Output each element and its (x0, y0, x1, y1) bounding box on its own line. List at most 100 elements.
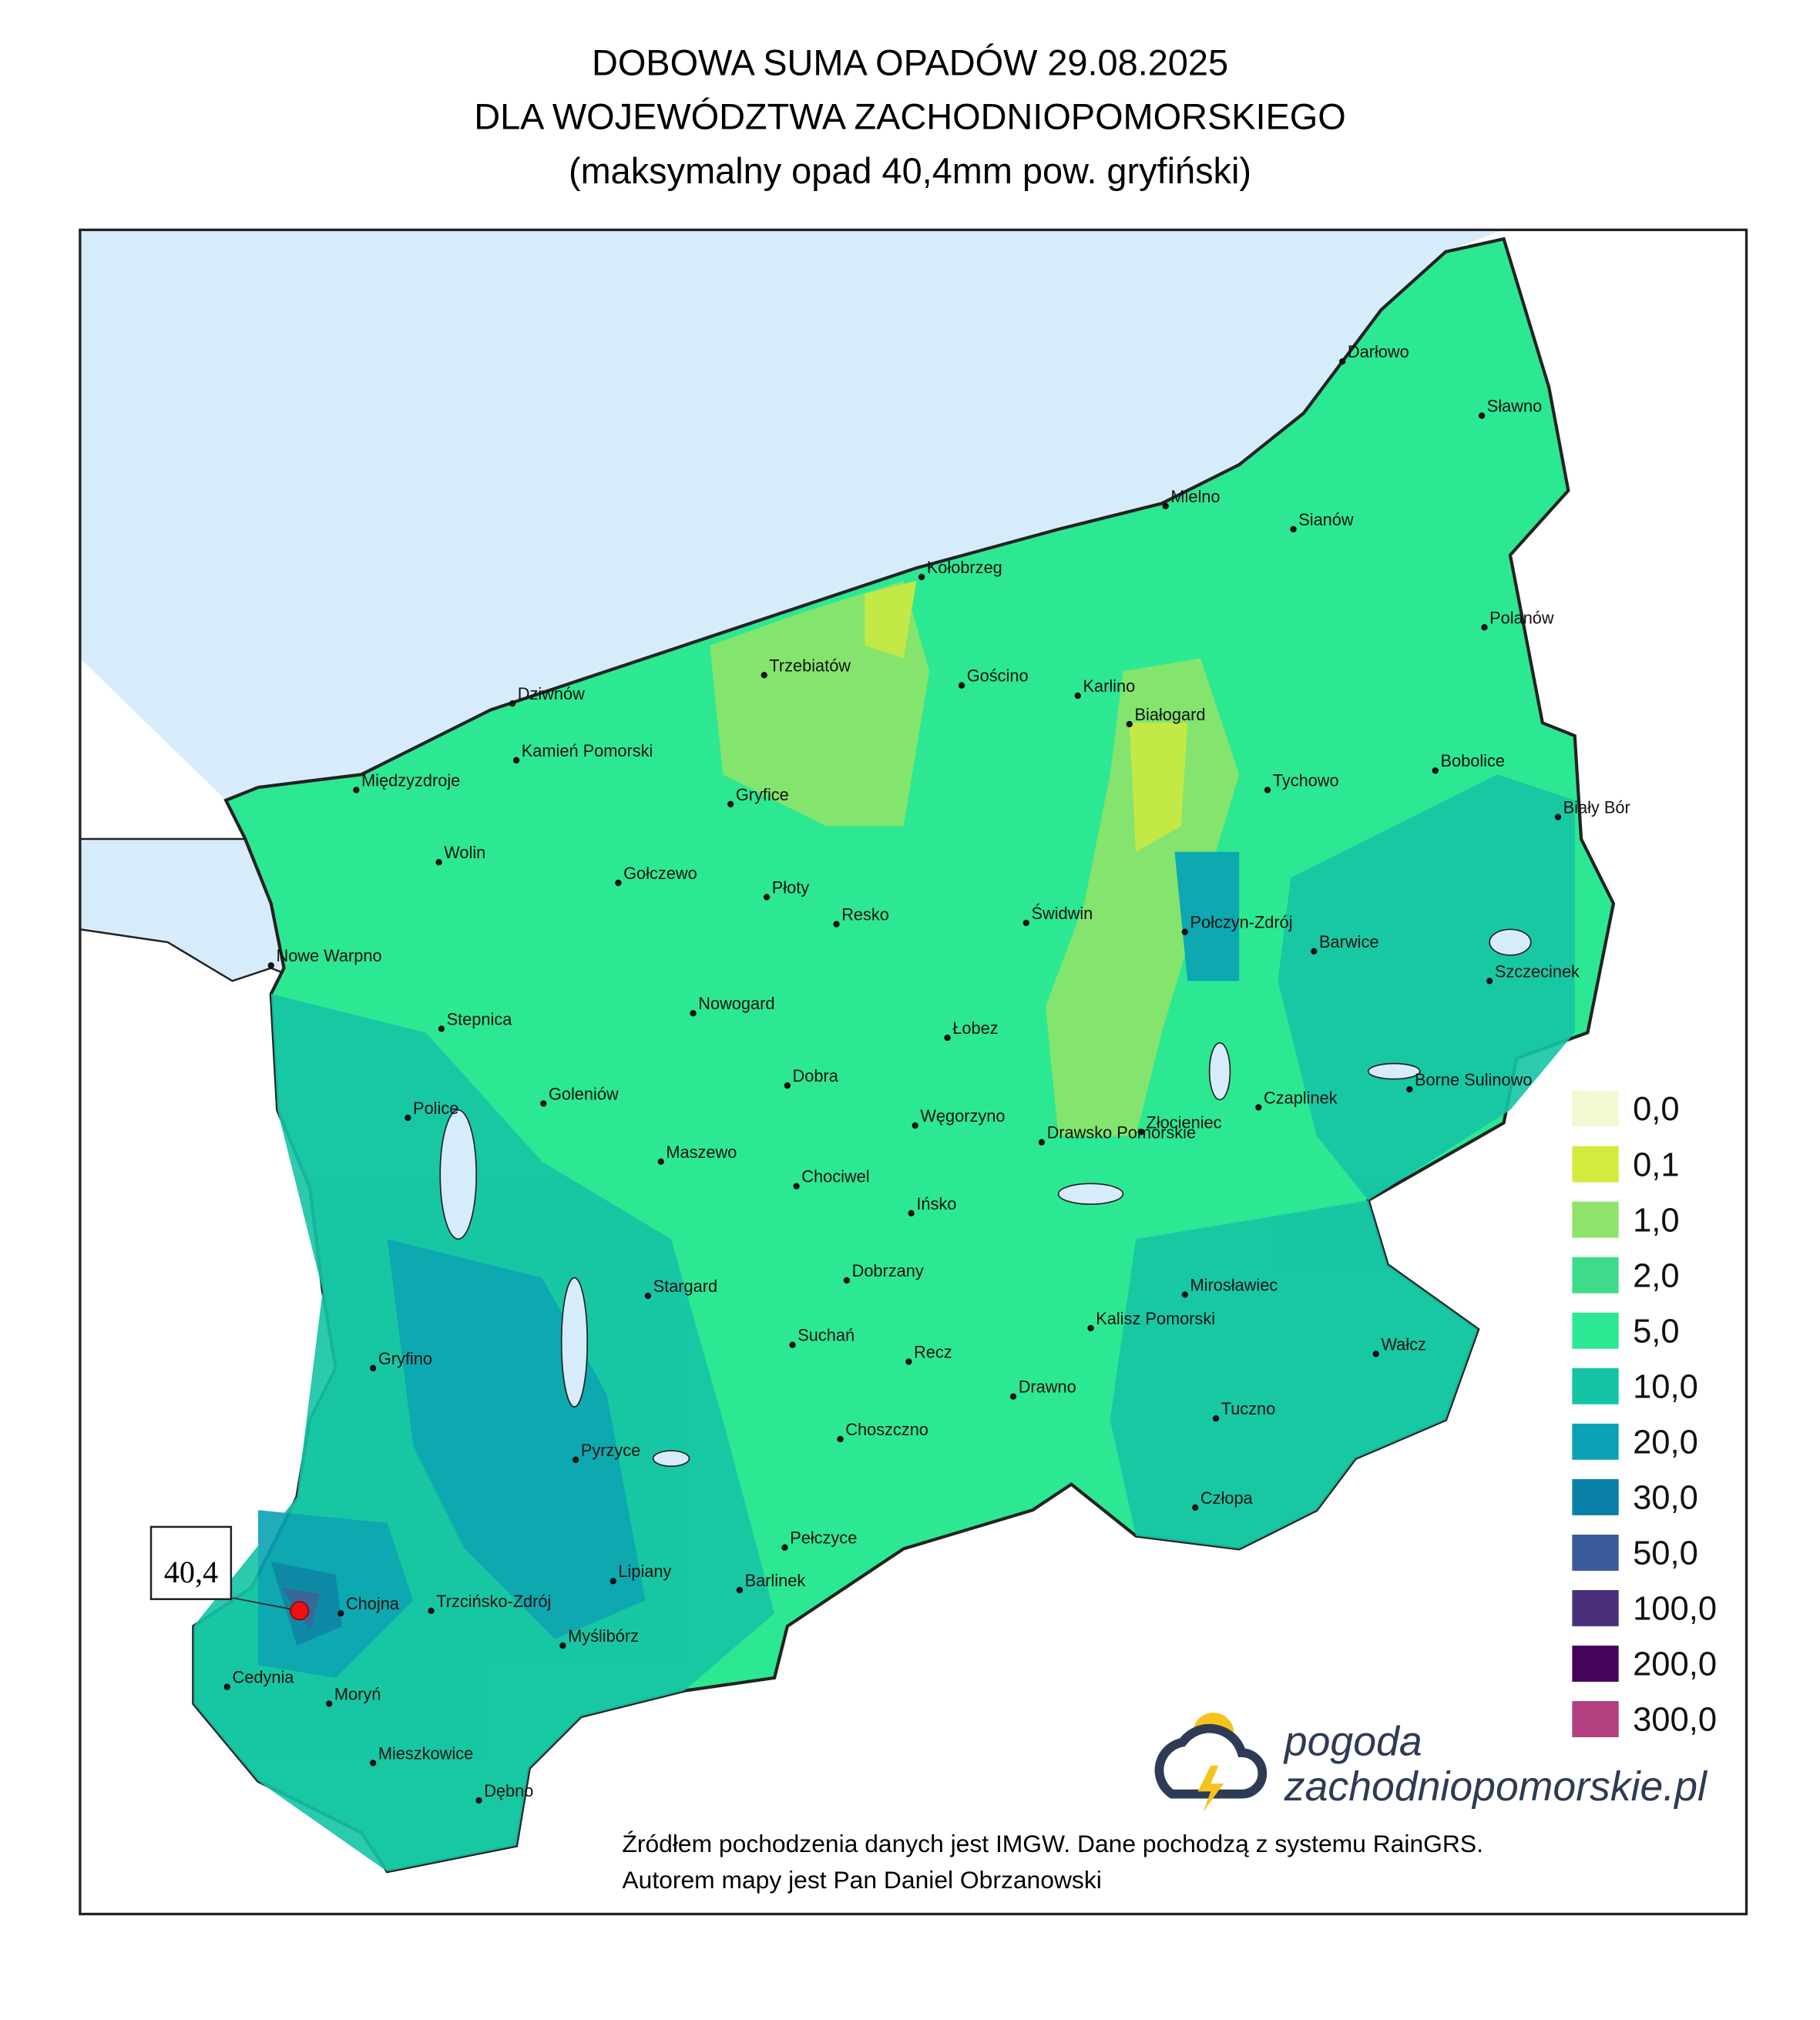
legend-label: 5,0 (1633, 1313, 1680, 1350)
title: DOBOWA SUMA OPADÓW 29.08.2025 (592, 42, 1228, 82)
city-label: Pyrzyce (581, 1441, 640, 1460)
legend-label: 0,0 (1633, 1091, 1680, 1128)
city-dot (784, 1082, 791, 1089)
legend-swatch (1572, 1146, 1619, 1183)
city-dot (369, 1760, 377, 1767)
city-label: Tychowo (1273, 770, 1339, 790)
city-label: Dziwnów (518, 684, 585, 703)
city-dot (908, 1210, 915, 1217)
city-dot (833, 921, 840, 928)
legend-swatch (1572, 1646, 1619, 1682)
logo: pogoda zachodniopomorskie.pl (1154, 1713, 1708, 1813)
city-label: Gryfice (736, 785, 789, 804)
legend-swatch (1572, 1589, 1619, 1626)
city-dot (644, 1292, 652, 1300)
city-label: Gryfino (378, 1349, 432, 1368)
city-dot (1212, 1415, 1220, 1422)
max-marker (290, 1601, 310, 1621)
city-dot (475, 1797, 482, 1804)
city-label: Drawsko Pomorskie (1047, 1123, 1197, 1143)
city-dot (435, 859, 442, 866)
city-dot (559, 1642, 566, 1649)
city-label: Chociwel (801, 1167, 869, 1186)
city-label: Goleniów (549, 1084, 619, 1103)
city-label: Trzebiatów (769, 656, 851, 675)
city-dot (761, 672, 767, 679)
city-dot (1264, 787, 1271, 794)
city-label: Biały Bór (1563, 798, 1630, 817)
logo-text: pogoda (1283, 1718, 1422, 1764)
city-label: Resko (841, 905, 889, 924)
city-label: Szczecinek (1495, 961, 1580, 981)
city-label: Barlinek (745, 1571, 806, 1590)
city-label: Nowogard (698, 994, 774, 1013)
legend-swatch (1572, 1534, 1619, 1571)
city-label: Świdwin (1031, 904, 1093, 923)
city-dot (690, 1010, 697, 1017)
city-label: Gościno (967, 666, 1029, 686)
city-dot (1022, 919, 1029, 927)
legend-label: 10,0 (1633, 1368, 1698, 1405)
city-dot (1406, 1085, 1413, 1093)
title: (maksymalny opad 40,4mm pow. gryfiński) (569, 151, 1251, 191)
city-label: Mieszkowice (378, 1743, 473, 1763)
city-dot (615, 879, 622, 887)
city-label: Chojna (346, 1594, 400, 1613)
city-label: Człopa (1200, 1488, 1254, 1508)
city-label: Trzcińsko-Zdrój (436, 1592, 551, 1611)
city-dot (1432, 767, 1439, 774)
city-dot (944, 1034, 951, 1042)
city-dot (512, 757, 520, 764)
city-label: Łobez (952, 1018, 998, 1038)
city-label: Cedynia (233, 1668, 295, 1687)
city-dot (912, 1122, 918, 1129)
city-label: Stepnica (447, 1009, 513, 1028)
city-dot (918, 573, 925, 581)
city-label: Dębno (484, 1781, 533, 1800)
city-label: Stargard (653, 1277, 717, 1296)
city-dot (789, 1341, 796, 1348)
marker-leader (232, 1597, 300, 1612)
city-label: Moryń (334, 1684, 381, 1703)
city-dot (1554, 814, 1562, 820)
city-label: Polanów (1489, 608, 1554, 627)
city-dot (1338, 358, 1346, 365)
city-dot (1087, 1324, 1094, 1332)
city-dot (1038, 1139, 1046, 1146)
footer-text: Źródłem pochodzenia danych jest IMGW. Da… (622, 1830, 1483, 1857)
city-dot (428, 1607, 435, 1614)
city-dot (609, 1578, 616, 1585)
city-dot (353, 787, 360, 794)
city-label: Karlino (1083, 676, 1135, 696)
max-label: 40,4 (164, 1555, 218, 1589)
city-label: Tuczno (1221, 1399, 1276, 1418)
city-dot (837, 1435, 844, 1443)
city-label: Czaplinek (1264, 1088, 1338, 1107)
city-label: Kamień Pomorski (522, 741, 653, 760)
city-label: Gołczewo (623, 864, 697, 883)
city-dot (781, 1544, 788, 1551)
logo-text: zachodniopomorskie.pl (1284, 1763, 1708, 1810)
city-dot (337, 1609, 344, 1617)
legend-label: 200,0 (1633, 1646, 1717, 1683)
legend-label: 300,0 (1633, 1702, 1717, 1739)
legend-swatch (1572, 1367, 1619, 1404)
city-label: Białogard (1134, 705, 1205, 724)
legend-label: 50,0 (1633, 1535, 1698, 1572)
city-label: Suchań (798, 1326, 855, 1345)
city-dot (1486, 978, 1493, 985)
city-dot (736, 1586, 744, 1594)
city-label: Kalisz Pomorski (1096, 1309, 1215, 1328)
legend-label: 100,0 (1633, 1591, 1717, 1628)
city-label: Złocieniec (1147, 1112, 1222, 1132)
city-dot (1162, 502, 1169, 510)
map-frame (79, 228, 1748, 1916)
city-label: Mirosławiec (1190, 1275, 1278, 1294)
city-dot (369, 1364, 377, 1372)
legend-swatch (1572, 1478, 1619, 1515)
legend-label: 1,0 (1633, 1202, 1680, 1239)
city-dot (1372, 1351, 1379, 1357)
city-dot (572, 1456, 579, 1463)
city-dot (1009, 1393, 1017, 1400)
city-dot (1290, 525, 1297, 533)
